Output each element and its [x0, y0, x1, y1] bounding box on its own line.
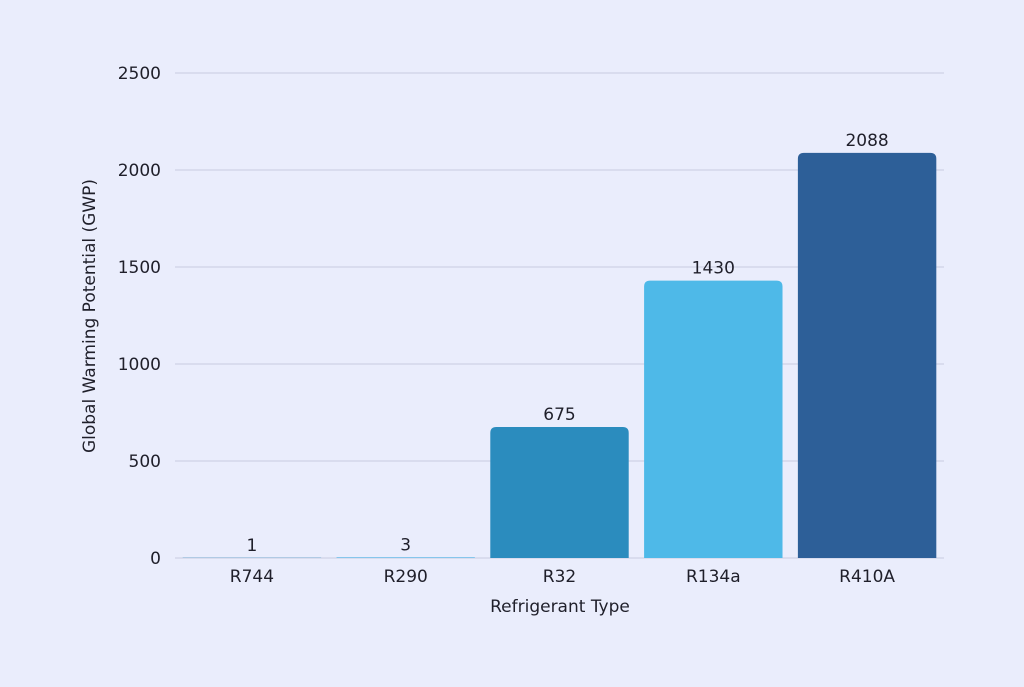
- x-tick-label-r290: R290: [384, 567, 428, 587]
- bars: [183, 153, 937, 558]
- value-label-r290: 3: [400, 535, 411, 555]
- y-axis-ticks: 0 500 1000 1500 2000 2500: [118, 64, 161, 569]
- x-tick-label-r134a: R134a: [686, 567, 741, 587]
- y-tick-label: 2500: [118, 64, 161, 84]
- y-tick-label: 2000: [118, 161, 161, 181]
- bar-r410a: [798, 153, 936, 558]
- x-axis-title: Refrigerant Type: [490, 597, 630, 617]
- x-tick-label-r410a: R410A: [839, 567, 895, 587]
- x-axis-ticks: R744 R290 R32 R134a R410A: [230, 567, 896, 587]
- value-label-r32: 675: [543, 405, 575, 425]
- x-tick-label-r32: R32: [543, 567, 576, 587]
- y-tick-label: 1500: [118, 258, 161, 278]
- value-label-r410a: 2088: [845, 131, 888, 151]
- y-tick-label: 500: [129, 452, 161, 472]
- bar-r290: [336, 557, 474, 558]
- bar-r134a: [644, 281, 782, 558]
- value-label-r744: 1: [246, 536, 257, 556]
- y-tick-label: 0: [150, 549, 161, 569]
- x-tick-label-r744: R744: [230, 567, 274, 587]
- y-axis-title: Global Warming Potential (GWP): [80, 179, 100, 453]
- y-tick-label: 1000: [118, 355, 161, 375]
- bar-r32: [490, 427, 628, 558]
- value-label-r134a: 1430: [692, 259, 735, 279]
